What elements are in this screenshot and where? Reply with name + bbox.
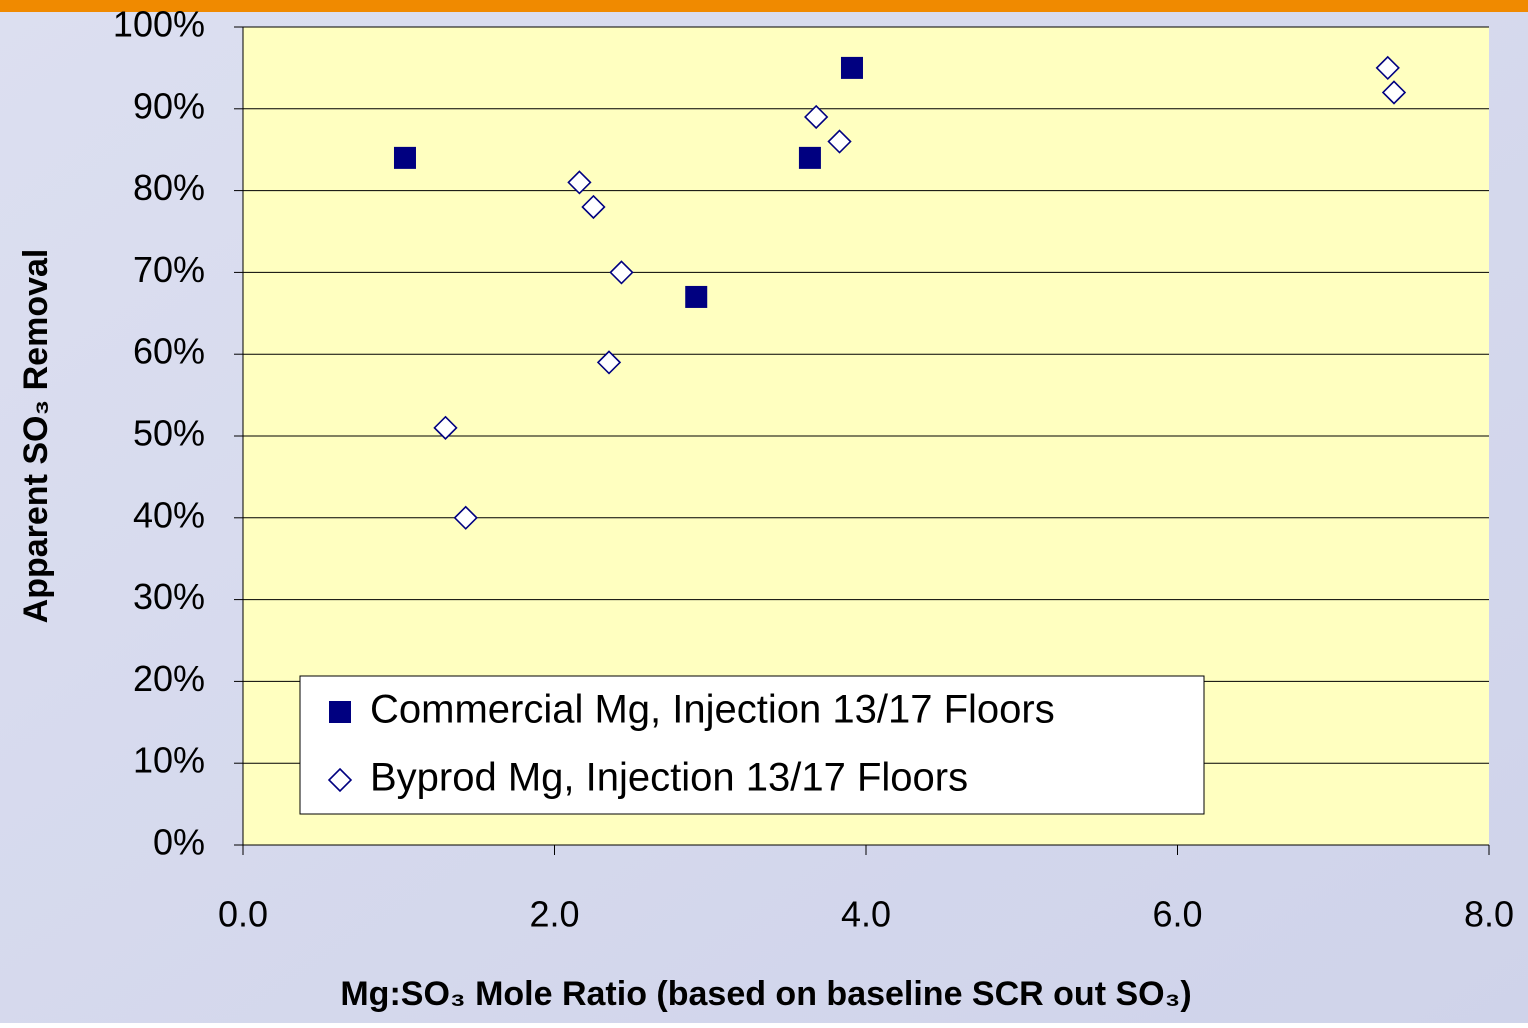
x-tick-label: 4.0 bbox=[841, 894, 891, 935]
y-tick-label: 50% bbox=[133, 413, 205, 454]
y-tick-label: 80% bbox=[133, 167, 205, 208]
point bbox=[685, 285, 708, 308]
x-tick-label: 6.0 bbox=[1152, 894, 1202, 935]
y-tick-label: 0% bbox=[153, 822, 205, 863]
point bbox=[609, 260, 634, 285]
point bbox=[798, 146, 821, 169]
legend-label: Commercial Mg, Injection 13/17 Floors bbox=[370, 688, 1055, 732]
y-tick-label: 20% bbox=[133, 658, 205, 699]
x-axis-title: Mg:SO₃ Mole Ratio (based on baseline SCR… bbox=[340, 975, 1191, 1013]
y-axis-title: Apparent SO₃ Removal bbox=[17, 249, 55, 624]
y-tick-label: 10% bbox=[133, 740, 205, 781]
legend-label: Byprod Mg, Injection 13/17 Floors bbox=[370, 756, 968, 800]
y-tick-label: 70% bbox=[133, 249, 205, 290]
point bbox=[581, 194, 606, 220]
point bbox=[567, 170, 592, 195]
point bbox=[840, 56, 863, 79]
y-tick-label: 40% bbox=[133, 494, 205, 535]
top-bar bbox=[0, 0, 1528, 12]
point bbox=[827, 129, 852, 154]
point bbox=[804, 104, 829, 130]
x-tick-label: 0.0 bbox=[218, 894, 268, 935]
y-tick-label: 60% bbox=[133, 331, 205, 372]
point bbox=[433, 415, 458, 440]
point bbox=[393, 146, 416, 169]
y-tick-label: 100% bbox=[113, 4, 205, 45]
y-tick-label: 90% bbox=[133, 85, 205, 126]
point bbox=[596, 350, 622, 375]
point bbox=[1381, 80, 1407, 105]
x-tick-label: 8.0 bbox=[1464, 894, 1514, 935]
legend-marker bbox=[327, 767, 353, 793]
legend-marker bbox=[329, 701, 351, 723]
legend-box bbox=[299, 675, 1205, 815]
point bbox=[1375, 55, 1400, 81]
y-tick-label: 30% bbox=[133, 576, 205, 617]
x-tick-label: 2.0 bbox=[529, 894, 579, 935]
point bbox=[453, 505, 478, 530]
